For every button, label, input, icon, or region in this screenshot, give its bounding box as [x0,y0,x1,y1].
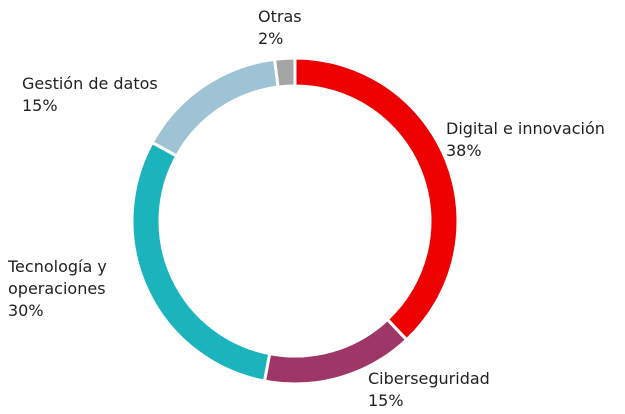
segment-label: Ciberseguridad 15% [368,368,490,412]
category-label: Tecnología y operaciones [8,257,107,298]
value-label: 30% [8,301,44,320]
category-label: Otras [258,7,302,26]
category-label: Gestión de datos [22,74,158,93]
value-label: 15% [368,391,404,410]
value-label: 15% [22,96,58,115]
segment-label: Digital e innovación 38% [446,118,605,162]
segment-label: Tecnología y operaciones 30% [8,256,107,322]
value-label: 38% [446,141,482,160]
value-label: 2% [258,29,284,48]
category-label: Ciberseguridad [368,369,490,388]
segment-label: Gestión de datos 15% [22,73,158,117]
segment-label: Otras 2% [258,6,302,50]
donut-segment [150,57,280,158]
donut-segment [293,56,460,342]
donut-segment [130,140,272,383]
donut-segment [272,56,297,89]
category-label: Digital e innovación [446,119,605,138]
